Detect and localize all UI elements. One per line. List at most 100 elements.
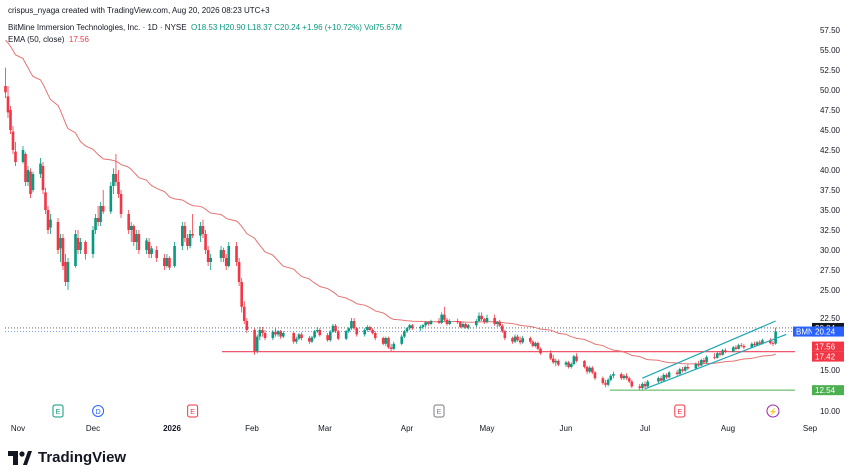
candle <box>4 67 7 98</box>
tradingview-logo[interactable]: TradingView <box>8 449 126 466</box>
candle-body <box>411 325 414 329</box>
candle <box>405 327 409 333</box>
candle <box>622 374 626 380</box>
candle <box>539 347 542 355</box>
y-tick-label: 57.50 <box>820 26 841 35</box>
candle <box>14 142 17 166</box>
candle <box>150 246 153 258</box>
price-label: 17.56 <box>812 341 844 352</box>
candle <box>437 318 441 324</box>
candle <box>79 238 82 254</box>
candle-body <box>683 366 687 371</box>
candle-body <box>483 319 486 323</box>
candle-body <box>318 330 322 336</box>
price-chart[interactable]: 57.50 55.00 52.50 50.00 47.50 45.00 42.50 40.00… <box>0 0 860 440</box>
candle <box>344 330 348 341</box>
candle <box>606 378 610 387</box>
candle-body <box>591 367 594 373</box>
candle <box>373 331 377 341</box>
x-axis-ticks: Nov Dec 2026 Feb Mar Apr May Jun Jul Aug Sep <box>11 424 818 433</box>
candle <box>163 254 166 270</box>
candle-body <box>381 338 385 344</box>
horizontal-lines <box>5 327 795 391</box>
earnings-badge <box>52 404 64 418</box>
price-label: 12.54 <box>812 385 844 396</box>
candle-body <box>513 336 517 342</box>
price-label-text: 17.42 <box>815 353 836 362</box>
candle-body <box>363 330 366 335</box>
candle-body <box>135 234 138 242</box>
candle-body <box>181 226 184 246</box>
candle-body <box>173 246 176 266</box>
candle-body <box>408 325 411 329</box>
candle-body <box>292 333 296 342</box>
candle <box>201 219 205 238</box>
candle <box>199 222 202 242</box>
candle-body <box>84 242 87 254</box>
candle <box>94 214 97 234</box>
candle-body <box>204 234 207 250</box>
candle <box>96 206 100 226</box>
candle-body <box>643 383 647 387</box>
candle <box>64 254 67 286</box>
candle <box>308 335 311 344</box>
candle-body <box>440 314 443 323</box>
candle <box>253 328 256 355</box>
candle-body <box>300 334 303 339</box>
ohlc-high: H20.90 <box>219 23 246 32</box>
candle-body <box>96 218 100 222</box>
candle-body <box>737 345 740 349</box>
candle-body <box>39 163 42 174</box>
candle-body <box>206 250 210 262</box>
candle <box>137 230 141 254</box>
candle <box>554 358 558 367</box>
candle <box>188 230 192 249</box>
ema-value: 17.56 <box>68 35 89 44</box>
candle-body <box>659 378 663 381</box>
candle <box>245 318 249 333</box>
candle-body <box>31 174 35 190</box>
candle <box>66 258 70 290</box>
candle <box>145 238 148 254</box>
candle-body <box>347 328 351 332</box>
candle <box>355 327 359 337</box>
candle-body <box>310 337 314 342</box>
candle <box>601 376 605 385</box>
candle <box>99 202 102 226</box>
candle-body <box>222 250 225 258</box>
candle <box>659 375 663 383</box>
candle-body <box>119 194 123 214</box>
y-tick-label: 35.00 <box>820 206 841 215</box>
candle-body <box>657 378 660 382</box>
candle <box>237 258 241 286</box>
candle <box>609 374 613 382</box>
candle <box>665 373 668 380</box>
candle <box>467 324 470 330</box>
candle-body <box>493 318 496 324</box>
candle-body <box>758 342 762 344</box>
candle-body <box>150 248 153 254</box>
candle-body <box>718 353 722 355</box>
candle-body <box>188 234 192 246</box>
price-label-bg <box>812 351 844 362</box>
candle-body <box>475 321 478 326</box>
candle-body <box>567 362 570 367</box>
candle-body <box>41 166 45 190</box>
candle-body <box>371 330 374 333</box>
candle <box>742 343 746 349</box>
candle-body <box>261 330 264 333</box>
candle-body <box>445 319 449 324</box>
candle-body <box>26 170 30 182</box>
candle-body <box>572 356 576 364</box>
candle <box>147 238 151 258</box>
candle <box>518 336 522 345</box>
candle-body <box>424 322 427 326</box>
candle-body <box>235 246 238 262</box>
candle <box>127 210 130 234</box>
candle <box>503 330 507 341</box>
candle <box>511 336 514 344</box>
candle-body <box>641 383 644 389</box>
candle <box>625 373 628 380</box>
candle <box>258 327 262 341</box>
earnings-letter: E <box>437 409 442 416</box>
